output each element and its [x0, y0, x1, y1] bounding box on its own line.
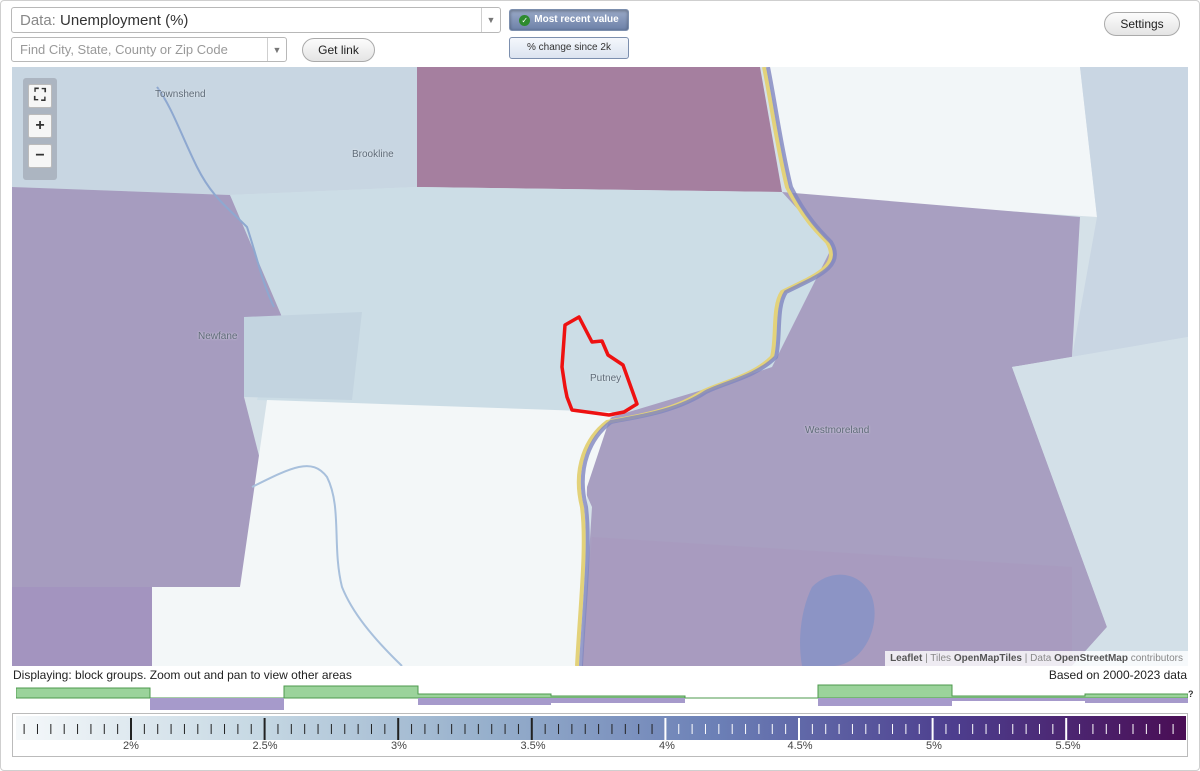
map-attribution: Leaflet | Tiles OpenMapTiles | Data Open…	[885, 651, 1188, 666]
region-southwest[interactable]	[12, 587, 152, 666]
legend-tick-3-5: 3.5%	[520, 740, 546, 752]
legend-tick-3: 3%	[391, 740, 407, 752]
openstreetmap-link[interactable]: OpenStreetMap	[1054, 653, 1128, 664]
legend-tick-2-5: 2.5%	[252, 740, 278, 752]
most-recent-value-toggle[interactable]: ✓ Most recent value	[509, 9, 629, 31]
choropleth-map[interactable]: Townshend Brookline Newfane Putney Westm…	[12, 67, 1188, 666]
data-select[interactable]: Data: Unemployment (%) ▼	[11, 7, 501, 33]
zoom-in-button[interactable]: +	[28, 114, 52, 138]
region-newfane[interactable]	[12, 187, 282, 587]
legend-gradient	[16, 716, 1186, 740]
fullscreen-icon[interactable]: ⛶	[28, 84, 52, 108]
data-prefix: Data:	[20, 12, 56, 29]
leaflet-link[interactable]: Leaflet	[890, 653, 923, 664]
dropdown-arrow-icon[interactable]: ▼	[481, 8, 500, 32]
region-southeast-light[interactable]	[1012, 337, 1188, 666]
color-legend: 2% 2.5% 3% 3.5% 4% 4.5% 5% 5.5%	[12, 713, 1188, 757]
legend-tick-4: 4%	[659, 740, 675, 752]
connecticut-river	[579, 67, 837, 666]
histogram-local	[16, 684, 1188, 699]
pct-change-toggle[interactable]: % change since 2k	[509, 37, 629, 59]
distribution-histogram	[16, 684, 1188, 710]
place-label-newfane: Newfane	[198, 331, 238, 342]
openmaptiles-link[interactable]: OpenMapTiles	[953, 653, 1022, 664]
west-river-south	[251, 465, 403, 666]
legend-bar	[16, 716, 1186, 740]
legend-tick-5: 5%	[926, 740, 942, 752]
region-putney-west[interactable]	[244, 312, 362, 400]
settings-button[interactable]: Settings	[1104, 12, 1180, 36]
legend-tick-5-5: 5.5%	[1055, 740, 1081, 752]
legend-tick-4-5: 4.5%	[787, 740, 813, 752]
legend-tick-2: 2%	[123, 740, 139, 752]
data-range-note: Based on 2000-2023 data	[1048, 668, 1187, 682]
west-river-north	[156, 86, 275, 308]
lake-water	[800, 574, 875, 666]
region-townshend[interactable]	[12, 67, 417, 195]
place-label-westmoreland: Westmoreland	[805, 425, 870, 436]
region-dummerston-light[interactable]	[152, 400, 612, 666]
check-icon: ✓	[519, 15, 531, 26]
data-value: Unemployment (%)	[60, 12, 189, 29]
place-label-townshend: Townshend	[155, 89, 206, 100]
get-link-button[interactable]: Get link	[302, 38, 375, 62]
search-dropdown-arrow-icon[interactable]: ▼	[267, 38, 286, 61]
region-dark-north[interactable]	[417, 67, 782, 192]
zoom-out-button[interactable]: −	[28, 144, 52, 168]
state-border-river	[575, 67, 833, 666]
place-label-brookline: Brookline	[352, 149, 394, 160]
region-east-edge[interactable]	[1072, 67, 1188, 357]
histogram-national	[16, 698, 1188, 710]
help-icon[interactable]: ?	[1188, 689, 1194, 699]
region-northeast-light[interactable]	[767, 67, 1097, 217]
place-label-putney: Putney	[590, 373, 622, 384]
zoom-controls: ⛶ + −	[23, 78, 57, 180]
displaying-status: Displaying: block groups. Zoom out and p…	[13, 668, 352, 682]
location-search-input[interactable]: Find City, State, County or Zip Code ▼	[11, 37, 287, 62]
most-recent-label: Most recent value	[534, 14, 619, 25]
selected-blockgroup-outline[interactable]	[560, 315, 639, 417]
region-putney[interactable]	[230, 187, 832, 417]
map-canvas	[12, 67, 1188, 666]
search-placeholder: Find City, State, County or Zip Code	[20, 42, 228, 57]
